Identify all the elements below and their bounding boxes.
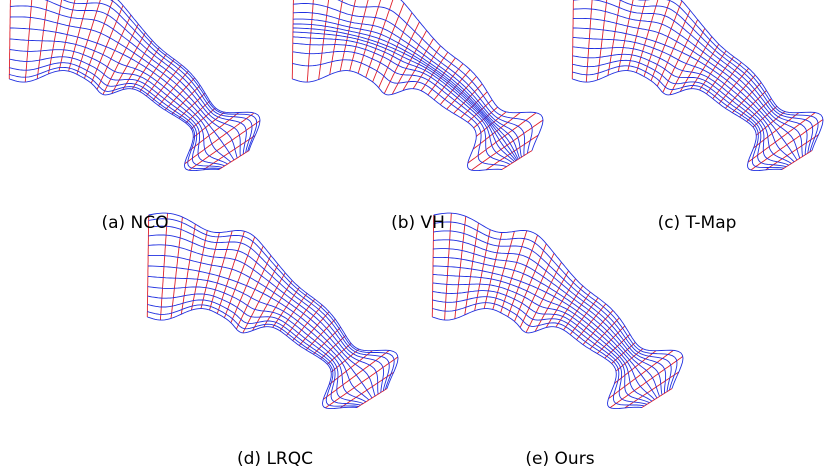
mesh-panel bbox=[147, 213, 398, 409]
mesh-line bbox=[293, 28, 517, 160]
mesh-line bbox=[572, 71, 782, 171]
mesh-line bbox=[319, 0, 331, 79]
figure: (a) NCO (b) VH (c) T-Map (d) LRQC (e) Ou… bbox=[0, 0, 836, 473]
mesh-line bbox=[11, 0, 252, 153]
caption: (c) T-Map bbox=[658, 213, 737, 233]
mesh-panel bbox=[572, 0, 823, 171]
mesh-line bbox=[433, 266, 657, 398]
mesh-line bbox=[9, 0, 10, 79]
mesh-line bbox=[147, 305, 358, 407]
mesh-line bbox=[434, 213, 683, 388]
mesh-line bbox=[292, 0, 293, 79]
caption: (e) Ours bbox=[525, 449, 594, 469]
mesh-line bbox=[59, 0, 76, 71]
caption: (b) VH bbox=[391, 213, 445, 233]
mesh-line bbox=[11, 0, 257, 151]
mesh-line bbox=[572, 0, 573, 79]
mesh-line bbox=[535, 271, 569, 332]
mesh-panel bbox=[292, 0, 543, 171]
mesh-line bbox=[556, 286, 583, 327]
mesh-line bbox=[149, 213, 398, 388]
mesh-line bbox=[148, 277, 369, 400]
caption: (d) LRQC bbox=[237, 449, 313, 469]
mesh-line bbox=[432, 303, 644, 406]
mesh-line bbox=[636, 0, 660, 73]
mesh-panel bbox=[432, 213, 683, 409]
mesh-panel bbox=[9, 0, 260, 171]
mesh-line bbox=[10, 0, 246, 154]
mesh-line bbox=[97, 15, 131, 89]
mesh-line bbox=[148, 245, 378, 394]
caption: (a) NCO bbox=[101, 213, 168, 233]
mesh-line bbox=[149, 219, 395, 390]
mesh-line bbox=[586, 0, 594, 82]
